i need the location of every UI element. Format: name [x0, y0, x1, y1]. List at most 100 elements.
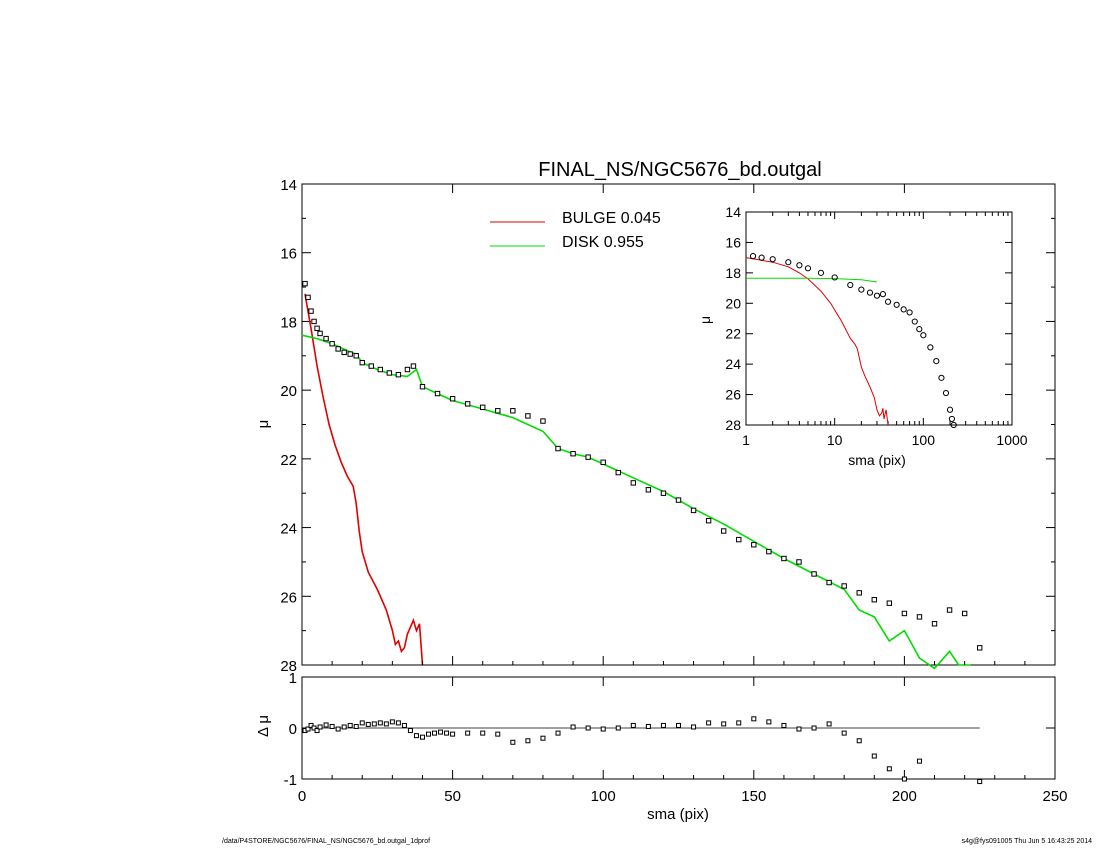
- main-data-point: [615, 469, 621, 476]
- residual-data-point: [751, 716, 757, 722]
- inset-data-point: [911, 318, 918, 325]
- inset-data-point: [879, 291, 887, 298]
- main-y-tick-label: 20: [280, 383, 297, 400]
- main-data-point: [781, 555, 787, 562]
- residual-x-tick-label: 150: [741, 788, 766, 805]
- main-data-point: [395, 371, 402, 378]
- main-data-point: [811, 571, 817, 577]
- main-data-point: [329, 341, 335, 347]
- main-y-tick-label: 18: [280, 314, 297, 331]
- residual-data-point: [438, 729, 444, 735]
- main-data-point: [675, 497, 682, 503]
- main-data-point: [931, 621, 938, 627]
- inset-data-layer: [745, 253, 957, 429]
- main-data-point: [856, 590, 862, 596]
- main-data-point: [751, 542, 757, 548]
- main-data-point: [660, 490, 667, 496]
- residual-data-point: [377, 720, 383, 726]
- main-data-point: [377, 366, 384, 373]
- residual-data-point: [329, 723, 335, 729]
- main-data-point: [540, 418, 546, 424]
- main-data-point: [886, 600, 893, 606]
- residual-panel: -101 0 50 100 150 200 250 Δ μ sma (pix): [255, 661, 1068, 823]
- inset-y-tick-label: 18: [725, 265, 741, 281]
- inset-data-point: [900, 306, 907, 313]
- residual-data-point: [365, 721, 371, 727]
- residual-data-point: [432, 730, 438, 736]
- inset-y-ticks: 14 16 18 20 22 24 26 28: [725, 204, 1012, 433]
- inset-data-point: [847, 281, 854, 289]
- inset-y-axis-label: μ: [697, 316, 713, 324]
- residual-data-point: [796, 726, 802, 732]
- residual-data-point: [426, 731, 432, 737]
- inset-data-point: [906, 309, 913, 316]
- main-data-point: [386, 370, 393, 376]
- main-data-point: [302, 280, 308, 287]
- inset-data-point: [749, 253, 757, 260]
- main-data-point: [690, 507, 697, 514]
- residual-data-point: [691, 724, 697, 730]
- main-data-point: [305, 294, 311, 301]
- residual-data-point: [341, 724, 347, 730]
- legend: BULGE 0.045 DISK 0.955: [490, 210, 661, 251]
- residual-data-point: [555, 730, 561, 736]
- main-data-point: [871, 597, 877, 603]
- main-data-point: [720, 528, 727, 534]
- inset-data-point: [796, 262, 803, 269]
- main-data-point: [434, 390, 441, 397]
- residual-data-point: [540, 735, 546, 741]
- chart-title: FINAL_NS/NGC5676_bd.outgal: [538, 159, 822, 181]
- residual-data-point: [676, 722, 681, 728]
- main-data-point: [353, 353, 359, 359]
- main-data-point: [510, 408, 516, 414]
- main-bulge-line: [304, 293, 424, 666]
- main-data-point: [630, 480, 637, 486]
- residual-data-point: [977, 779, 983, 785]
- inset-data-point: [946, 406, 954, 413]
- residual-x-tick-label: 100: [591, 788, 616, 805]
- main-data-point: [404, 366, 411, 373]
- inset-data-point: [804, 265, 812, 272]
- residual-data-point: [781, 722, 787, 728]
- main-data-point: [495, 408, 501, 414]
- inset-x-ticks: 1 10 100 1000: [742, 212, 1028, 448]
- inset-data-point: [916, 326, 923, 333]
- residual-data-point: [308, 722, 314, 728]
- residual-data-layer: [302, 716, 983, 785]
- residual-y-tick-label: -1: [284, 772, 297, 789]
- inset-data-point: [927, 344, 934, 351]
- main-y-tick-label: 16: [280, 246, 297, 263]
- main-y-tick-label: 28: [280, 658, 297, 675]
- residual-data-point: [444, 730, 450, 736]
- residual-data-point: [660, 722, 666, 728]
- legend-disk-label: DISK 0.955: [562, 234, 644, 251]
- main-data-point: [600, 459, 606, 465]
- residual-data-point: [570, 724, 576, 730]
- residual-data-point: [450, 731, 456, 737]
- inset-data-point: [920, 332, 927, 339]
- inset-data-point: [758, 254, 765, 261]
- inset-y-tick-label: 14: [725, 204, 741, 220]
- main-data-point: [841, 583, 847, 589]
- main-profile-panel: FINAL_NS/NGC5676_bd.outgal 14 16 18 20 22 24 2…: [255, 159, 1056, 675]
- main-data-point: [766, 548, 772, 555]
- main-data-point: [736, 536, 742, 543]
- residual-data-point: [630, 722, 636, 728]
- residual-data-point: [371, 721, 377, 727]
- inset-data-point: [884, 298, 892, 305]
- residual-data-point: [736, 720, 742, 726]
- main-data-point: [525, 413, 531, 419]
- legend-bulge-label: BULGE 0.045: [562, 210, 661, 227]
- main-data-point: [901, 610, 908, 617]
- residual-y-tick-label: 1: [289, 670, 297, 687]
- inset-data-point: [858, 286, 865, 293]
- inset-data-point: [938, 374, 945, 381]
- residual-data-point: [600, 726, 606, 732]
- inset-bulge-line: [745, 257, 889, 426]
- inset-x-tick-label: 100: [912, 432, 936, 448]
- inset-data-point: [873, 292, 881, 299]
- residual-data-point: [645, 723, 651, 729]
- main-data-point: [480, 404, 486, 411]
- residual-x-ticks: 0 50 100 150 200 250: [298, 661, 1068, 805]
